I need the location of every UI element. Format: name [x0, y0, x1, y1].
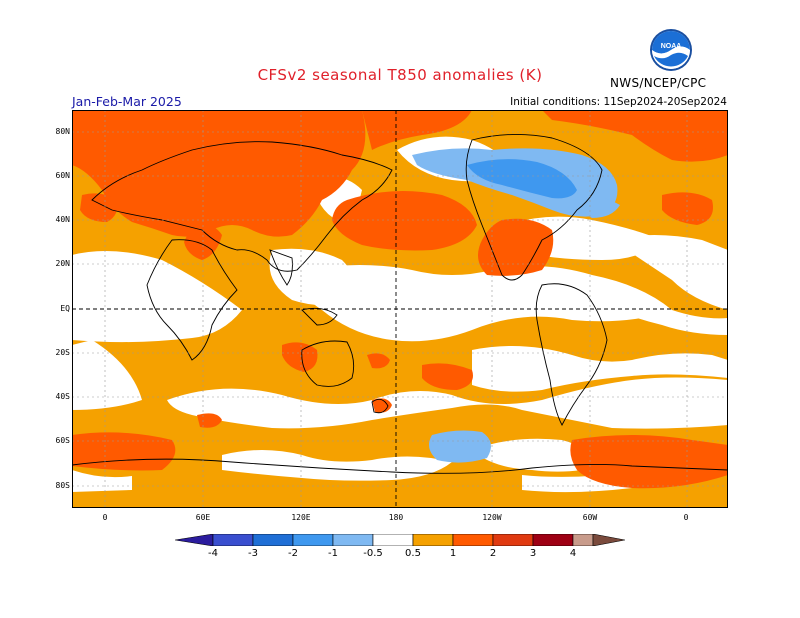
colorbar-swatch [532, 534, 574, 546]
colorbar-label: -1 [328, 548, 338, 559]
lat-label-60s: 60S [55, 436, 70, 445]
colorbar-min-arrow [175, 534, 214, 546]
lon-label-120w: 120W [482, 513, 502, 522]
colorbar-swatch [252, 534, 294, 546]
colorbar-label: 2 [489, 548, 497, 559]
colorbar-label: 1 [449, 548, 457, 559]
colorbar [175, 534, 625, 546]
lat-label-80n: 80N [55, 127, 70, 136]
colorbar-label: 3 [529, 548, 537, 559]
colorbar-label: 0.5 [405, 548, 421, 559]
colorbar-swatch [292, 534, 334, 546]
colorbar-label: -2 [288, 548, 298, 559]
map-title: CFSv2 seasonal T850 anomalies (K) [257, 66, 543, 84]
initial-conditions: Initial conditions: 11Sep2024-20Sep2024 [510, 96, 727, 108]
colorbar-swatch [572, 534, 594, 546]
lat-label-20n: 20N [55, 259, 70, 268]
reference-lines [72, 110, 728, 508]
forecast-period: Jan-Feb-Mar 2025 [72, 94, 182, 109]
lon-label-0-east: 0 [683, 513, 689, 522]
noaa-logo: NOAA [650, 29, 692, 71]
lat-label-20s: 20S [55, 348, 70, 357]
cold-anomaly-regions [412, 148, 620, 463]
colorbar-swatch [212, 534, 254, 546]
graticule [72, 110, 728, 508]
colorbar-swatch [452, 534, 494, 546]
coastlines [72, 134, 728, 474]
logo-text: NOAA [661, 43, 682, 50]
lat-label-40n: 40N [55, 215, 70, 224]
lon-label-180: 180 [388, 513, 404, 522]
colorbar-label: -3 [248, 548, 258, 559]
colorbar-label: -0.5 [363, 548, 383, 559]
colorbar-label: 4 [569, 548, 577, 559]
lat-label-eq: EQ [60, 304, 70, 313]
colorbar-max-arrow [592, 534, 625, 546]
colorbar-swatch [372, 534, 414, 546]
near-zero-regions [72, 136, 728, 493]
colorbar-label: -4 [208, 548, 218, 559]
lon-label-60w: 60W [582, 513, 598, 522]
lon-label-60e: 60E [195, 513, 211, 522]
colorbar-swatch [332, 534, 374, 546]
anomaly-map [72, 110, 728, 508]
colorbar-swatch [412, 534, 454, 546]
colorbar-swatch [492, 534, 534, 546]
agency-label: NWS/NCEP/CPC [610, 76, 707, 90]
lat-label-40s: 40S [55, 392, 70, 401]
lat-label-80s: 80S [55, 481, 70, 490]
lon-label-0: 0 [102, 513, 108, 522]
lat-label-60n: 60N [55, 171, 70, 180]
lon-label-120e: 120E [291, 513, 311, 522]
